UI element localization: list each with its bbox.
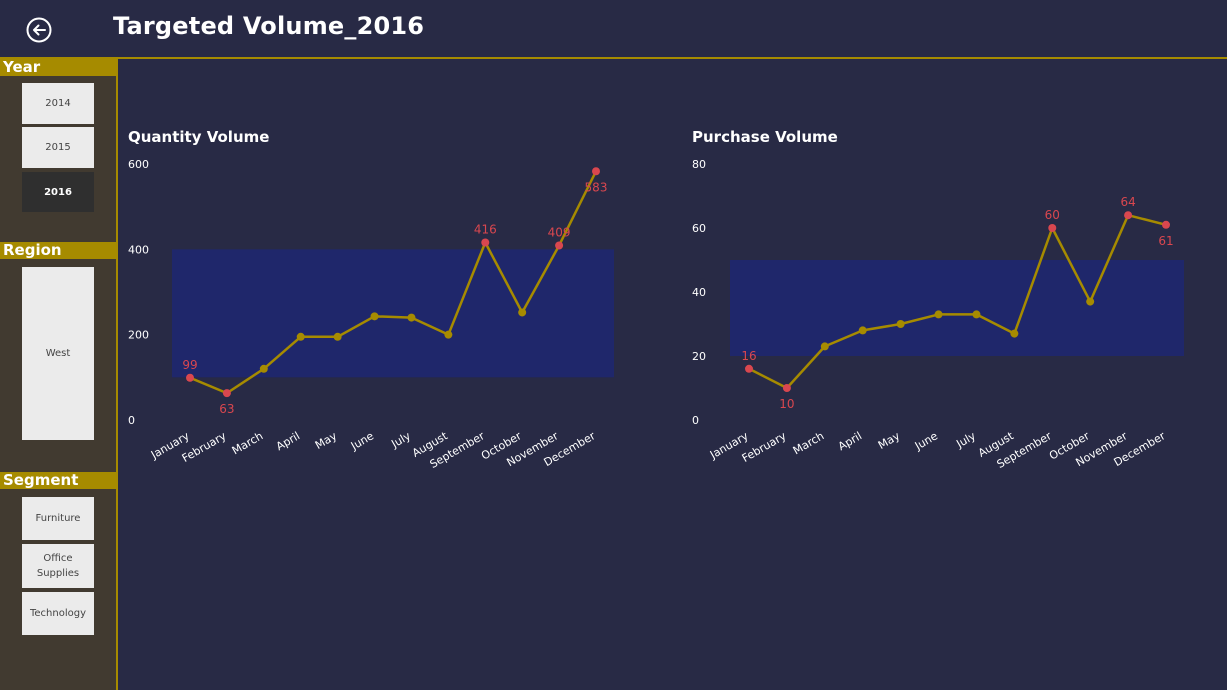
y-tick-label: 400 — [128, 243, 149, 256]
x-tick-label: April — [274, 429, 302, 453]
data-point[interactable] — [259, 364, 268, 373]
data-point[interactable] — [972, 310, 981, 319]
back-arrow-icon[interactable] — [26, 17, 52, 43]
year-slicer-header: Year — [0, 59, 116, 76]
data-label: 99 — [182, 358, 197, 372]
series-line — [189, 170, 598, 395]
series-line — [748, 213, 1167, 390]
y-tick-label: 200 — [128, 329, 149, 342]
target-band — [730, 260, 1184, 356]
year-2016-button[interactable]: 2016 — [22, 172, 94, 212]
y-tick-label: 0 — [692, 414, 699, 427]
x-tick-label: June — [912, 429, 940, 453]
data-label: 416 — [474, 223, 497, 237]
data-label: 10 — [779, 397, 794, 411]
target-band — [172, 249, 614, 378]
chart-title: Purchase Volume — [692, 128, 838, 146]
data-label: 409 — [548, 225, 571, 239]
data-point[interactable] — [555, 241, 564, 250]
x-tick-label: July — [953, 429, 978, 451]
data-point[interactable] — [858, 326, 867, 335]
data-point[interactable] — [1010, 329, 1019, 338]
region-slicer-header: Region — [0, 242, 116, 259]
x-tick-label: June — [348, 429, 376, 453]
data-point[interactable] — [1048, 224, 1057, 232]
data-point[interactable] — [370, 312, 379, 321]
data-label: 61 — [1158, 234, 1173, 248]
x-tick-label: April — [836, 429, 864, 453]
data-point[interactable] — [745, 364, 753, 373]
x-tick-label: February — [740, 429, 789, 465]
year-2015-button[interactable]: 2015 — [22, 127, 94, 168]
filter-sidebar: Year 2014 2015 2016 Region West Segment … — [0, 59, 118, 690]
y-tick-label: 0 — [128, 414, 135, 427]
x-tick-label: March — [791, 429, 827, 457]
x-tick-label: May — [313, 429, 340, 452]
segment-technology-button[interactable]: Technology — [22, 592, 94, 635]
data-point[interactable] — [518, 308, 527, 317]
year-2014-button[interactable]: 2014 — [22, 83, 94, 124]
data-point[interactable] — [333, 332, 342, 341]
data-label: 63 — [219, 402, 234, 416]
data-point[interactable] — [934, 310, 943, 319]
x-tick-label: May — [876, 429, 903, 452]
data-point[interactable] — [1086, 297, 1095, 306]
data-label: 16 — [741, 349, 756, 363]
y-tick-label: 80 — [692, 158, 706, 171]
data-point[interactable] — [1162, 220, 1170, 229]
data-point[interactable] — [407, 313, 416, 322]
region-west-button[interactable]: West — [22, 267, 94, 440]
data-point[interactable] — [820, 342, 829, 351]
data-point[interactable] — [444, 330, 453, 339]
segment-furniture-button[interactable]: Furniture — [22, 497, 94, 540]
data-point[interactable] — [1124, 211, 1133, 220]
header-bar: Targeted Volume_2016 — [0, 0, 1227, 59]
y-tick-label: 20 — [692, 350, 706, 363]
data-point[interactable] — [896, 320, 905, 328]
x-tick-label: March — [230, 429, 266, 457]
segment-slicer-header: Segment — [0, 472, 116, 489]
chart-title: Quantity Volume — [128, 128, 270, 146]
data-point[interactable] — [186, 373, 194, 382]
data-label: 64 — [1120, 195, 1135, 209]
data-label: 60 — [1045, 208, 1060, 222]
page-title: Targeted Volume_2016 — [113, 12, 425, 40]
data-point[interactable] — [481, 238, 490, 247]
y-tick-label: 60 — [692, 222, 706, 235]
data-point[interactable] — [296, 332, 305, 341]
data-point[interactable] — [592, 167, 600, 176]
y-tick-label: 40 — [692, 286, 706, 299]
data-point[interactable] — [222, 389, 231, 398]
data-label: 583 — [585, 180, 608, 194]
y-tick-label: 600 — [128, 158, 149, 171]
segment-office-supplies-button[interactable]: Office Supplies — [22, 544, 94, 588]
data-point[interactable] — [782, 384, 791, 392]
